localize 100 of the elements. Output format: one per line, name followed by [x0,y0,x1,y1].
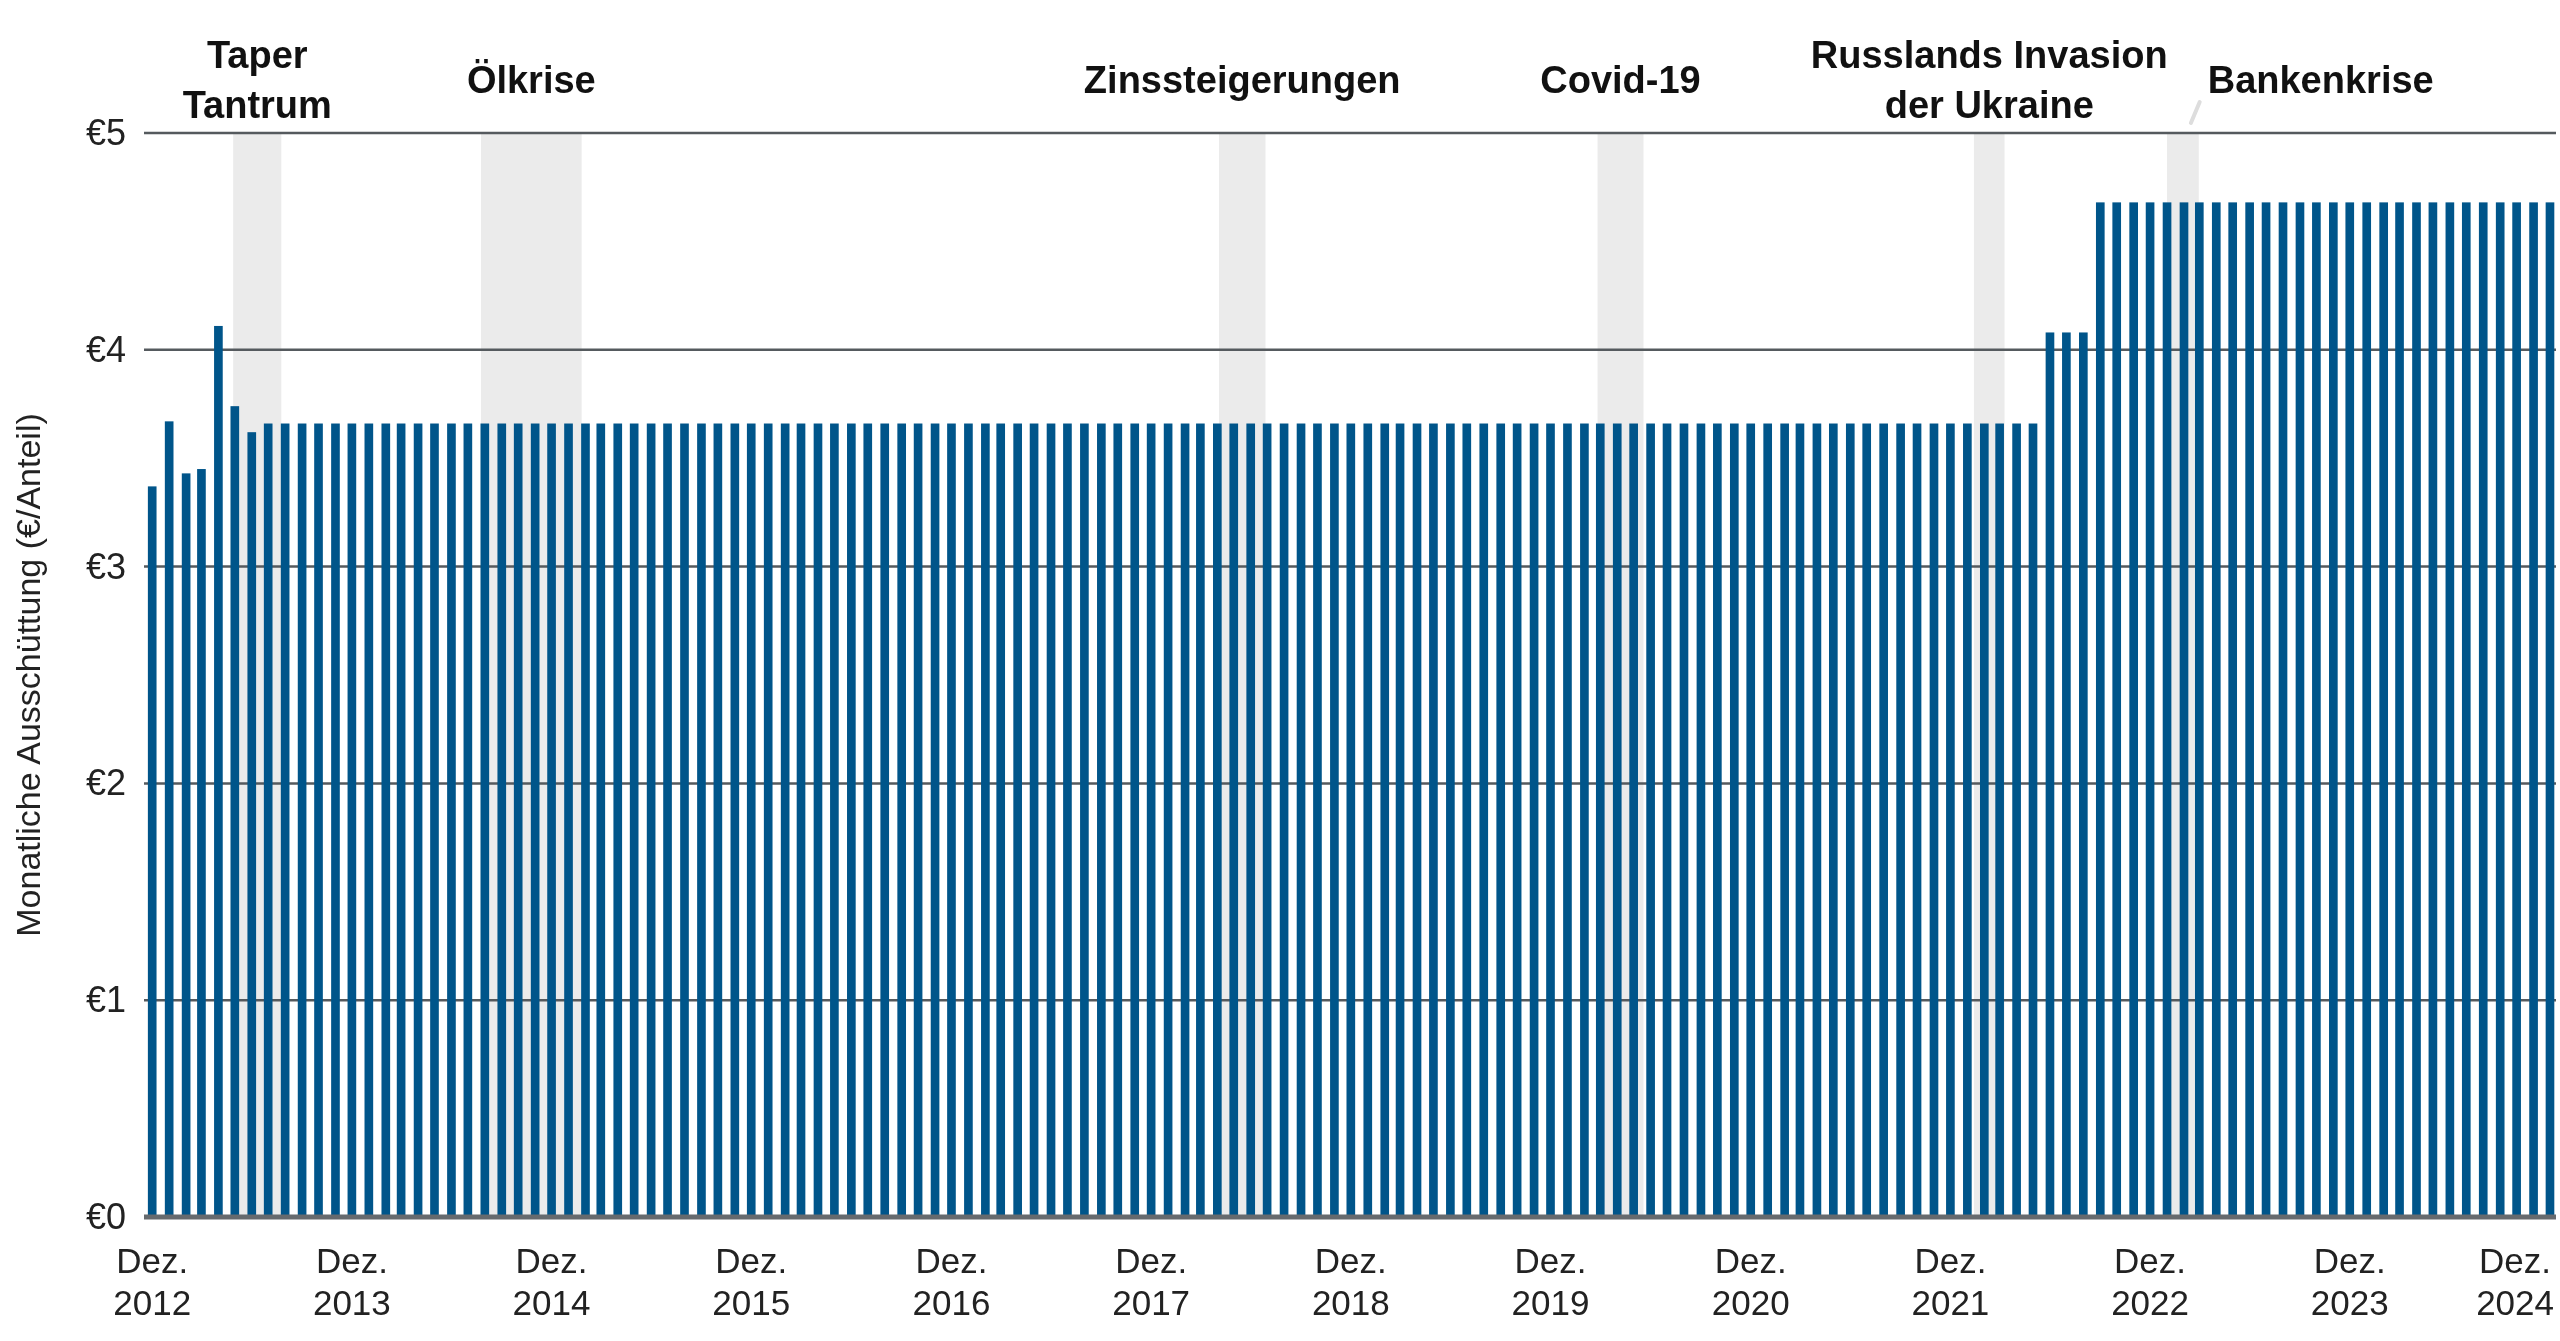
y-axis-title: Monatliche Ausschüttung (€/Anteil) [9,413,47,937]
bar [2145,202,2155,1217]
x-tick-label: Dez. 2013 [312,1241,391,1322]
bar [1462,423,1472,1217]
bar [996,423,1006,1217]
bar [1013,423,1022,1217]
bar [697,423,706,1217]
bar [1896,423,1905,1217]
bar [1029,423,1039,1217]
bar [2529,202,2538,1217]
bar [2545,202,2555,1217]
bar [2245,202,2254,1217]
x-tick-label: Dez. 2015 [712,1241,791,1322]
bar [347,423,357,1217]
bar [1812,423,1822,1217]
x-tick-label: Dez. 2022 [2111,1241,2190,1322]
y-tick-label: €3 [85,545,126,587]
band-label: Taper Tantrum [182,34,332,126]
bar [181,473,191,1217]
bar [830,423,839,1217]
bar [581,423,590,1217]
bar [1780,423,1789,1217]
bar [263,423,273,1217]
y-tick-label: €2 [85,762,126,804]
bar [1580,423,1589,1217]
bar [2428,202,2438,1217]
bar [230,406,240,1217]
bar [547,423,556,1217]
bar [1429,423,1438,1217]
bar [1662,423,1672,1217]
bar [1363,423,1373,1217]
bar [763,423,773,1217]
bar [1097,423,1106,1217]
bar [1063,423,1072,1217]
bar [2512,202,2521,1217]
bar [1296,423,1306,1217]
bar [197,469,206,1217]
bar [1795,423,1805,1217]
bar [1979,423,1989,1217]
bar [164,421,174,1217]
bar [2379,202,2389,1217]
bar [863,423,873,1217]
bar [1412,423,1422,1217]
bar [1862,423,1872,1217]
x-tick-label: Dez. 2021 [1911,1241,1990,1322]
bar [1763,423,1773,1217]
band-label: Zinssteigerungen [1083,59,1401,101]
bar [663,423,672,1217]
bar [2045,332,2055,1217]
bar [364,423,374,1217]
bar [1646,423,1655,1217]
bar [2362,202,2372,1217]
x-tick-label: Dez. 2019 [1511,1241,1590,1322]
bar [1313,423,1322,1217]
bar [1246,423,1256,1217]
bar [1946,423,1955,1217]
bar [314,423,323,1217]
bar [1262,423,1272,1217]
bar [463,423,473,1217]
bar [297,423,307,1217]
bar [1279,423,1289,1217]
band-label: Ölkrise [466,59,596,101]
y-tick-label: €5 [85,112,126,154]
bar [964,423,973,1217]
bar [2495,202,2505,1217]
bar [1229,423,1239,1217]
band-label: Bankenkrise [2207,59,2434,101]
bar [2412,202,2421,1217]
bar [1330,423,1339,1217]
band-label: Covid-19 [1540,59,1701,101]
bar [447,423,456,1217]
bar [1512,423,1522,1217]
bar [713,423,723,1217]
bar [780,423,790,1217]
bar [2461,202,2471,1217]
bar [1113,423,1123,1217]
x-tick-label: Dez. 2024 [2476,1241,2554,1322]
bar [880,423,890,1217]
x-tick-label: Dez. 2023 [2310,1241,2389,1322]
x-tick-label: Dez. 2016 [912,1241,991,1322]
bar [596,423,606,1217]
bar [396,423,406,1217]
bar [2028,423,2038,1217]
bar [1713,423,1722,1217]
bar [981,423,990,1217]
bar [2062,332,2071,1217]
bar [381,423,391,1217]
bar [2228,202,2238,1217]
x-tick-label: Dez. 2020 [1711,1241,1790,1322]
bar [1829,423,1838,1217]
bar [147,486,157,1217]
bar [2478,202,2488,1217]
bar [613,423,623,1217]
bar [646,423,656,1217]
bar [280,423,290,1217]
bar [1563,423,1572,1217]
bar [1080,423,1089,1217]
bar [1146,423,1156,1217]
bar [1729,423,1739,1217]
y-tick-label: €0 [85,1196,126,1238]
